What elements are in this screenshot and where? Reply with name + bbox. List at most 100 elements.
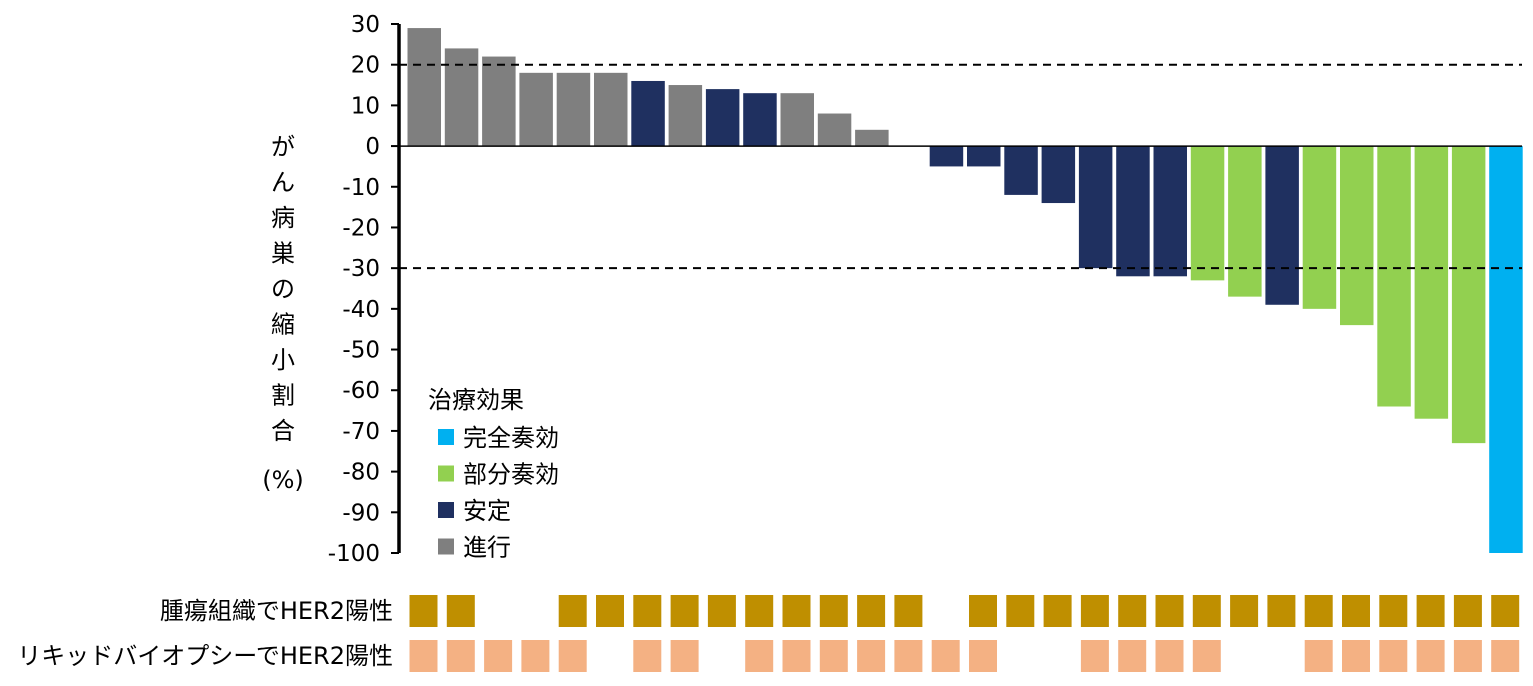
y-tick-label: 30 [351, 12, 380, 38]
y-axis-label-char: の [271, 275, 295, 303]
y-axis-label-char: 小 [271, 346, 295, 374]
marker-square [969, 640, 997, 672]
bar [1451, 146, 1486, 444]
marker-square [1080, 595, 1109, 627]
marker-square [633, 595, 662, 627]
legend-label: 部分奏効 [463, 461, 559, 489]
marker-square [670, 595, 699, 627]
marker-square [1342, 640, 1370, 672]
marker-square [1453, 640, 1482, 672]
legend-title: 治療効果 [428, 386, 524, 414]
marker-square [745, 595, 774, 627]
y-tick-label: 0 [365, 134, 380, 160]
bar [1340, 146, 1374, 326]
y-axis-label-char: 割 [271, 382, 295, 410]
marker-square [1379, 640, 1408, 672]
y-axis-label-char: 病 [271, 204, 295, 232]
marker-square [409, 595, 438, 627]
y-tick-label: -40 [342, 297, 380, 323]
marker-square [446, 640, 475, 672]
bar [1489, 146, 1523, 554]
bar [1190, 146, 1225, 281]
marker-square [1491, 640, 1520, 672]
bar [594, 72, 628, 147]
bar [1377, 146, 1411, 407]
marker-square [1379, 595, 1408, 627]
y-tick-label: -50 [342, 338, 380, 364]
marker-square [857, 640, 886, 672]
marker-square [1155, 640, 1184, 672]
legend-label: 進行 [463, 534, 511, 562]
bar [1004, 146, 1038, 195]
marker-square [969, 595, 997, 627]
marker-square [446, 595, 475, 627]
bar [407, 28, 441, 147]
marker-row-label: 腫瘍組織でHER2陽性 [160, 597, 393, 625]
y-axis-unit: (%) [262, 466, 304, 494]
marker-square [894, 640, 923, 672]
marker-square [1118, 640, 1147, 672]
marker-square [782, 595, 811, 627]
marker-square [707, 595, 736, 627]
bar [1265, 146, 1299, 305]
marker-square [1192, 595, 1221, 627]
y-axis-label-char: 合 [271, 417, 295, 445]
bar [817, 113, 852, 147]
marker-square [521, 640, 550, 672]
marker-square [1304, 640, 1333, 672]
legend-label: 完全奏効 [463, 424, 559, 452]
marker-square [745, 640, 774, 672]
bar [1116, 146, 1150, 277]
bar [1153, 146, 1187, 277]
y-tick-label: -100 [328, 541, 380, 567]
y-axis-label-char: が [271, 133, 295, 161]
marker-square [558, 595, 587, 627]
marker-square [1192, 640, 1221, 672]
bars-group [407, 28, 1523, 554]
bar [1041, 146, 1076, 204]
y-axis-label-char: 縮 [271, 311, 295, 339]
y-tick-label: -60 [342, 378, 380, 404]
y-axis-label-char: 巣 [271, 240, 295, 268]
y-axis: 30 20 10 0 -10 -20 -30 -40 -50 -60 -70 -80 -90 -100 [328, 12, 1522, 567]
marker-square [670, 640, 699, 672]
marker-square [1416, 640, 1445, 672]
bar [631, 80, 665, 147]
y-tick-label: -30 [342, 256, 380, 282]
marker-square [1416, 595, 1445, 627]
bar [444, 48, 479, 147]
bar [1078, 146, 1113, 269]
marker-square [782, 640, 811, 672]
marker-square [1267, 595, 1296, 627]
y-axis-label-char: ん [271, 169, 295, 197]
marker-square [633, 640, 662, 672]
marker-square [857, 595, 886, 627]
marker-square [1043, 595, 1072, 627]
marker-square [819, 640, 848, 672]
legend-swatch [438, 502, 454, 518]
marker-square [1155, 595, 1184, 627]
marker-square [1491, 595, 1520, 627]
legend-swatch [438, 538, 454, 555]
marker-square [931, 640, 960, 672]
bar [1414, 146, 1449, 419]
bar [967, 146, 1001, 167]
y-tick-label: -10 [342, 175, 380, 201]
bar [780, 93, 814, 147]
marker-square [1453, 595, 1482, 627]
legend-swatch [438, 465, 454, 482]
bar [668, 85, 703, 147]
y-tick-label: -80 [342, 460, 380, 486]
marker-square [819, 595, 848, 627]
legend-label: 安定 [463, 497, 511, 525]
marker-row-label: リキッドバイオプシーでHER2陽性 [17, 642, 393, 670]
bar [482, 56, 516, 147]
bar [519, 72, 553, 147]
bar [1302, 146, 1337, 309]
marker-square [894, 595, 923, 627]
y-tick-label: -20 [342, 215, 380, 241]
marker-square [1342, 595, 1370, 627]
